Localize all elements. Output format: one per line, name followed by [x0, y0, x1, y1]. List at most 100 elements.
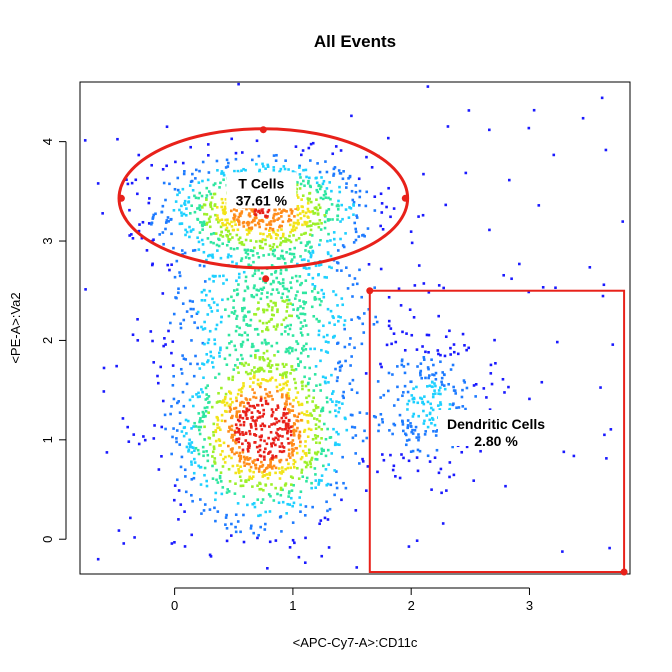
data-point [246, 417, 249, 420]
dendritic-cells-gate[interactable] [368, 289, 626, 574]
data-point [194, 177, 197, 180]
data-point [300, 258, 304, 262]
data-point [199, 465, 203, 469]
data-point [304, 168, 308, 172]
data-point [354, 184, 358, 187]
data-point [413, 284, 417, 287]
data-point [317, 481, 321, 485]
data-point [239, 433, 242, 436]
data-point [562, 450, 566, 454]
gate-handle[interactable] [366, 287, 374, 295]
data-point [227, 377, 231, 381]
data-point [248, 385, 252, 388]
data-point [309, 254, 313, 257]
data-point [421, 213, 425, 217]
data-point [220, 492, 224, 496]
data-point [237, 223, 241, 226]
data-point [242, 455, 246, 459]
data-point [293, 228, 297, 232]
data-point [273, 271, 277, 274]
data-point [304, 231, 307, 235]
gate-handle[interactable] [620, 568, 628, 576]
data-point [310, 481, 313, 485]
data-point [219, 225, 223, 229]
data-point [501, 377, 505, 381]
data-point [300, 205, 304, 208]
data-point [326, 218, 330, 221]
data-point [174, 160, 177, 164]
data-point [310, 234, 314, 237]
data-point [428, 384, 432, 388]
data-point [348, 175, 352, 179]
data-point [335, 379, 339, 383]
data-point [282, 382, 286, 386]
data-point [287, 218, 291, 221]
data-point [411, 449, 415, 453]
data-point [239, 530, 242, 534]
data-point [188, 184, 192, 187]
data-point [193, 248, 197, 252]
data-point [332, 174, 335, 177]
data-point [251, 342, 254, 346]
data-point [282, 449, 286, 453]
data-point [288, 490, 291, 493]
data-point [309, 142, 313, 146]
data-point [298, 496, 301, 499]
data-point [287, 442, 290, 445]
data-point [216, 309, 219, 312]
data-point [272, 441, 275, 445]
data-point [292, 462, 295, 466]
data-point [287, 462, 290, 466]
data-point [201, 228, 204, 231]
data-point [298, 299, 301, 302]
data-point [444, 203, 448, 207]
data-point [190, 427, 193, 430]
data-point [294, 381, 297, 385]
data-point [345, 186, 348, 189]
data-point [228, 353, 232, 357]
data-point [128, 208, 131, 212]
data-point [246, 286, 250, 290]
data-point [235, 413, 239, 416]
data-point [288, 223, 292, 227]
data-point [309, 255, 313, 259]
data-point [198, 204, 201, 207]
data-point [260, 240, 264, 243]
data-point [224, 308, 227, 311]
data-point [307, 179, 310, 183]
data-point [327, 232, 330, 236]
data-point [293, 297, 297, 300]
data-point [187, 196, 191, 199]
data-point [231, 375, 235, 379]
data-point [244, 256, 248, 259]
gate-handle[interactable] [117, 194, 125, 202]
gate-handle[interactable] [401, 194, 409, 202]
data-point [400, 358, 404, 362]
data-point [324, 196, 328, 200]
data-point [273, 254, 276, 258]
data-point [266, 567, 269, 570]
data-point [404, 443, 408, 447]
data-point [342, 170, 345, 173]
data-point [257, 514, 260, 518]
data-point [428, 460, 432, 463]
data-point [249, 239, 253, 242]
data-point [337, 361, 340, 365]
data-point [230, 522, 233, 526]
gate-handle[interactable] [259, 126, 267, 134]
data-point [232, 216, 235, 220]
data-point [249, 228, 253, 232]
data-point [340, 269, 343, 272]
data-point [276, 257, 280, 260]
data-point [258, 239, 262, 243]
data-point [248, 462, 251, 466]
data-point [360, 342, 364, 346]
data-point [244, 168, 247, 172]
data-point [282, 407, 286, 411]
data-point [296, 307, 300, 310]
data-point [452, 385, 455, 389]
data-point [317, 425, 321, 429]
gate-handle[interactable] [262, 275, 270, 283]
data-point [304, 347, 308, 351]
